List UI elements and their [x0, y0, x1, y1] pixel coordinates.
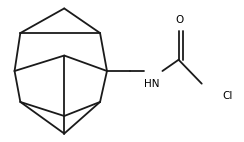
Text: O: O: [176, 15, 184, 25]
Text: HN: HN: [144, 79, 160, 89]
Text: Cl: Cl: [222, 91, 232, 101]
